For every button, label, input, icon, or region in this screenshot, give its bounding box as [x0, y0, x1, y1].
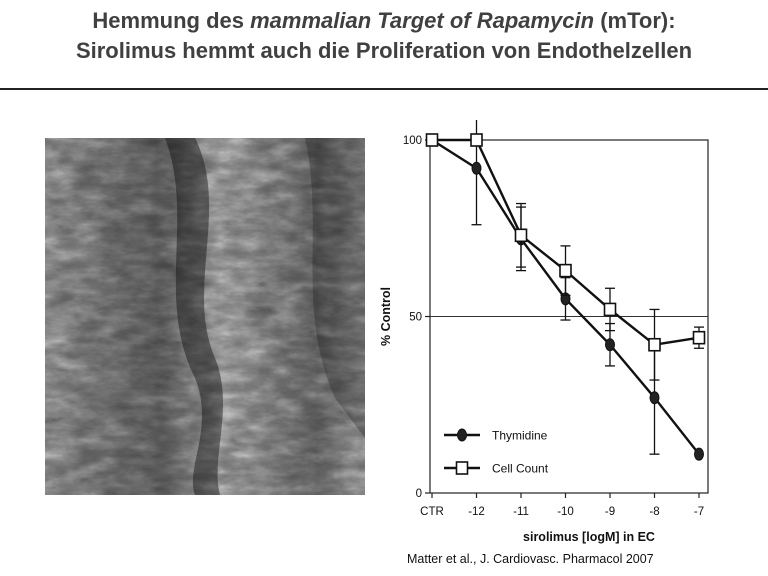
- data-point: [603, 302, 617, 317]
- sem-micrograph-icon: [45, 138, 365, 495]
- x-axis-label: sirolimus [logM] in EC: [523, 530, 655, 544]
- citation: Matter et al., J. Cardiovasc. Pharmacol …: [407, 552, 654, 566]
- title-line-1-italic: mammalian Target of Rapamycin: [250, 8, 595, 33]
- x-tick-label: -11: [513, 506, 529, 518]
- plot-area: 0 50 100 CTR -12 -11 -10 -9 -8 -7 sirolimus [logM]…: [379, 120, 709, 544]
- data-point: [692, 330, 706, 345]
- x-tick-label: -10: [557, 506, 574, 518]
- data-point: [471, 161, 482, 175]
- slide-title: Hemmung des mammalian Target of Rapamyci…: [0, 6, 768, 66]
- x-tick-label: -9: [605, 506, 615, 518]
- sem-micrograph: [45, 138, 365, 495]
- data-point: [470, 133, 483, 147]
- y-tick-label: 50: [409, 312, 422, 324]
- x-tick-label: CTR: [420, 506, 444, 518]
- title-line-2: Sirolimus hemmt auch die Proliferation v…: [75, 38, 693, 63]
- y-tick-label: 100: [403, 135, 422, 147]
- data-point: [649, 391, 660, 405]
- title-line-1-post: (mTor):: [594, 8, 676, 33]
- title-line-1-pre: Hemmung des: [92, 8, 251, 33]
- chart: 0 50 100 CTR -12 -11 -10 -9 -8 -7 sirolimus [logM]…: [379, 120, 709, 544]
- data-point: [425, 133, 439, 147]
- data-point: [559, 263, 572, 278]
- x-tick-label: -12: [468, 506, 485, 518]
- data-point: [694, 447, 704, 461]
- data-point: [648, 337, 661, 352]
- y-tick-label: 0: [416, 488, 422, 500]
- y-axis-label: % Control: [379, 287, 393, 346]
- data-point: [605, 338, 615, 352]
- legend-marker: [455, 461, 469, 475]
- x-tick-label: -7: [694, 506, 704, 518]
- x-tick-label: -8: [649, 506, 659, 518]
- title-line-1: Hemmung des mammalian Target of Rapamyci…: [0, 6, 768, 36]
- legend-marker: [457, 428, 467, 442]
- legend-label: Cell Count: [492, 462, 549, 476]
- title-divider: [0, 88, 768, 90]
- legend-label: Thymidine: [492, 429, 548, 443]
- data-point: [514, 228, 528, 243]
